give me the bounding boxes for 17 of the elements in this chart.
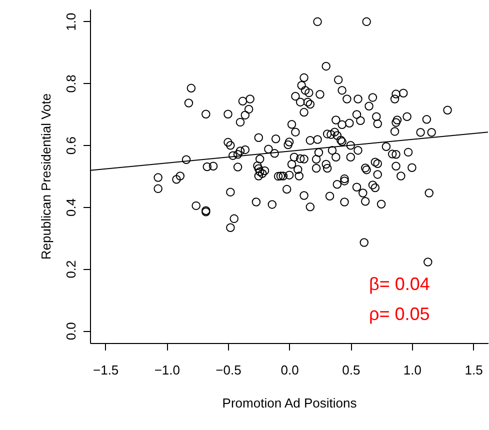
annotation: β= 0.04: [369, 274, 430, 294]
y-tick-label: 0.8: [64, 74, 78, 93]
y-tick-label: 0.0: [64, 322, 78, 340]
y-tick-label: 0.2: [64, 260, 78, 278]
y-tick-label: 1.0: [64, 12, 78, 31]
x-tick-label: 1.0: [403, 362, 422, 378]
y-axis-title: Republican Presidential Vote: [38, 93, 54, 260]
y-tick-label: 0.4: [64, 198, 78, 216]
x-tick-label: 0.5: [342, 362, 360, 378]
x-tick-label: 0.0: [280, 362, 299, 378]
x-tick-label: −1.0: [154, 362, 180, 378]
x-tick-label: −1.5: [92, 362, 119, 378]
x-axis-title: Promotion Ad Positions: [222, 396, 358, 410]
x-tick-label: −0.5: [216, 362, 242, 378]
y-tick-label: 0.6: [64, 136, 78, 155]
x-tick-label: 1.5: [464, 362, 483, 378]
annotation: ρ= 0.05: [369, 304, 430, 324]
